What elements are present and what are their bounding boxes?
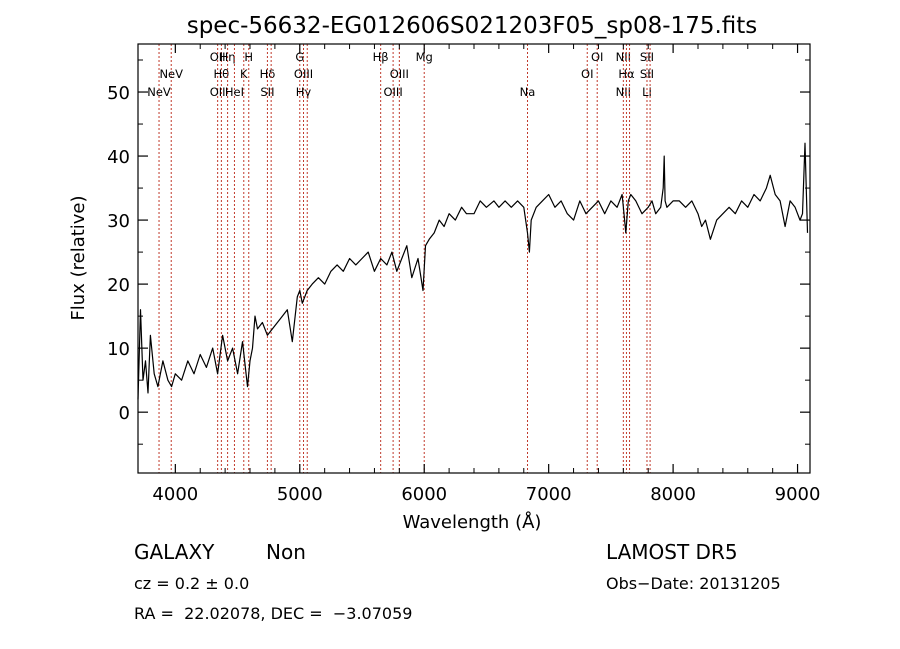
y-tick-label: 0 xyxy=(119,403,130,424)
line-marker-label: Hα xyxy=(618,67,635,81)
line-marker-label: OIII xyxy=(383,85,402,99)
y-tick-label: 40 xyxy=(107,147,130,168)
line-marker-label: OI xyxy=(581,67,593,81)
line-marker-label: OIII xyxy=(294,67,313,81)
line-marker-label: SII xyxy=(260,85,274,99)
line-marker-label: Hβ xyxy=(373,50,389,64)
y-tick-label: 10 xyxy=(107,339,130,360)
x-axis-label: Wavelength (Å) xyxy=(403,511,542,533)
line-marker-label: HeI xyxy=(225,85,244,99)
object-class: GALAXY xyxy=(134,540,215,564)
line-marker-label: OI xyxy=(591,50,603,64)
line-marker-label: OII xyxy=(210,85,226,99)
line-marker-label: H xyxy=(244,50,253,64)
x-tick-label: 6000 xyxy=(401,484,447,505)
x-tick-label: 5000 xyxy=(277,484,323,505)
line-marker-label: Mg xyxy=(416,50,433,64)
line-marker-label: Hη xyxy=(220,50,236,64)
y-tick-label: 50 xyxy=(107,83,130,104)
emission-line-markers: NeVNeVOIIOIIHθHηHeIKHHδSIIGOIIIHγHβOIIIO… xyxy=(147,44,654,473)
line-marker-label: NII xyxy=(616,50,631,64)
object-subclass: Non xyxy=(266,540,306,564)
x-tick-label: 7000 xyxy=(526,484,572,505)
line-marker-label: Hδ xyxy=(260,67,276,81)
line-marker-label: SII xyxy=(640,67,654,81)
line-marker-label: Hθ xyxy=(214,67,230,81)
survey-name: LAMOST DR5 xyxy=(606,540,738,564)
plot-frame xyxy=(137,43,811,474)
line-marker-label: K xyxy=(240,67,248,81)
line-marker-label: Hγ xyxy=(296,85,312,99)
x-tick-label: 8000 xyxy=(650,484,696,505)
line-marker-label: NeV xyxy=(147,85,171,99)
observation-date: Obs−Date: 20131205 xyxy=(606,574,781,593)
line-marker-label: NeV xyxy=(159,67,183,81)
spectrum-line xyxy=(137,142,809,400)
axis-ticks: 4000 5000 6000 7000 8000 9000 0 10 20 30 40 50 xyxy=(107,44,820,505)
y-tick-label: 30 xyxy=(107,211,130,232)
chart-title: spec-56632-EG012606S021203F05_sp08-175.f… xyxy=(187,13,758,39)
y-axis-label: Flux (relative) xyxy=(68,195,89,320)
line-marker-label: NII xyxy=(616,85,631,99)
line-marker-label: LI xyxy=(642,85,652,99)
x-tick-label: 9000 xyxy=(775,484,821,505)
line-marker-label: OIII xyxy=(390,67,409,81)
line-marker-label: SII xyxy=(640,50,654,64)
x-tick-label: 4000 xyxy=(152,484,198,505)
line-marker-label: Na xyxy=(520,85,536,99)
y-tick-label: 20 xyxy=(107,275,130,296)
ra-dec-coordinates: RA = 22.02078, DEC = −3.07059 xyxy=(134,604,413,623)
line-marker-label: G xyxy=(295,50,304,64)
redshift-cz: cz = 0.2 ± 0.0 xyxy=(134,574,250,593)
